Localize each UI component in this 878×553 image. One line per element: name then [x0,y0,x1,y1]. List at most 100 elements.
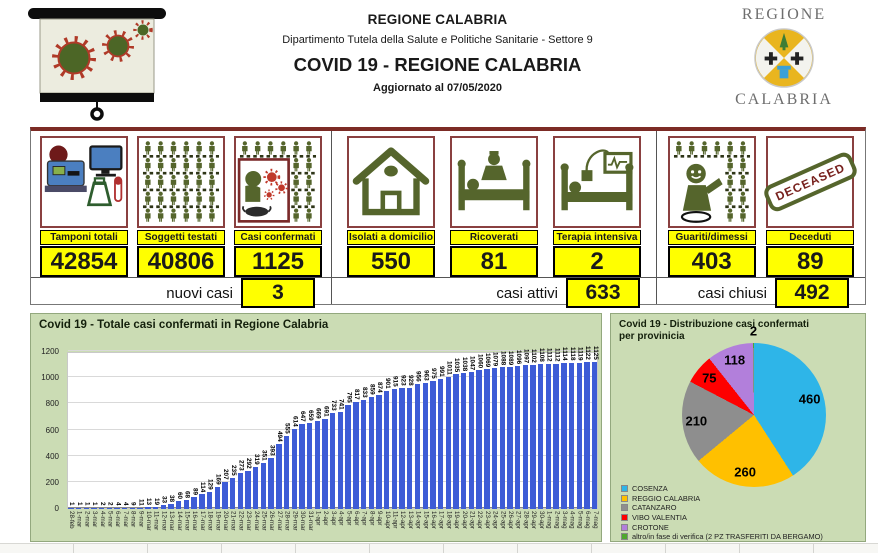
bar [229,478,236,509]
bar-value-label: 859 [368,384,376,395]
summary-label: nuovi casi [166,284,233,302]
bar-column: 351 [260,352,268,509]
legend-label: REGGIO CALABRIA [632,493,701,503]
bar-value-label: 4 [114,502,122,506]
bar [260,463,267,509]
bar-column: 273 [236,352,245,509]
bar-column: 235 [229,352,237,509]
bar-column: 1102 [529,349,537,509]
bar [453,374,459,509]
bar-column: 129 [206,352,214,509]
bar-value-label: 273 [237,460,245,471]
x-tick-label: 24-apr [491,511,499,529]
bar-column: 915 [391,352,399,509]
header-dept: Dipartimento Tutela della Salute e Polit… [282,34,593,46]
bar-value-label: 114 [199,481,206,492]
date-column: 14-apr [414,511,422,531]
bar [491,368,498,509]
bar-column: 1114 [560,347,568,509]
bar [414,384,421,509]
legend-swatch [621,504,628,512]
bar-column: 1047 [468,352,476,509]
date-column: 3-mar [90,511,98,531]
date-column: 18-apr [444,511,452,531]
bar-column: 1108 [537,348,545,509]
bar [91,508,97,509]
bar-column: 669 [314,352,322,509]
bar [484,369,490,509]
bar-value-label: 19 [152,497,160,505]
date-column: 4-mag [568,511,576,531]
stat-card-isolati: Isolati a domicilio 550 [347,136,435,278]
bar-value-label: 963 [422,370,430,381]
bar-value-label: 1119 [576,347,584,361]
bar [299,424,305,509]
legend-label: COSENZA [632,484,668,494]
x-tick-label: 18-mar [206,511,214,531]
bar-value-label: 1114 [561,347,569,361]
date-column: 16-mar [190,511,198,531]
stats-group-closed: Guariti/dimessi 403 DECEASED Deceduti 89… [656,131,865,309]
x-tick-label: 16-mar [191,511,199,531]
stat-card-guariti: Guariti/dimessi 403 [667,136,756,278]
stat-card-soggetti: Soggetti testati 40806 [137,136,225,278]
bar [206,492,213,509]
bar-column: 647 [298,352,306,509]
stats-group-testing: Tamponi totali 42854 [31,131,331,309]
bar [345,405,351,509]
date-column: 6-mar [113,511,121,531]
infected-person-icon [234,136,322,228]
x-tick-label: 7-mar [121,511,129,528]
bar-value-label: 129 [206,479,214,490]
x-tick-label: 24-mar [252,511,260,531]
bar-column: 292 [244,352,252,509]
date-column: 17-mar [198,511,206,531]
x-tick-label: 4-apr [337,511,345,526]
bar-value-label: 60 [175,491,183,499]
x-tick-label: 19-apr [453,511,461,529]
lab-testing-icon [40,136,128,228]
bar-value-label: 1089 [507,350,515,365]
bar-chart-y-axis: 0 200 400 600 800 1000 1200 [31,347,63,513]
date-column: 3-apr [329,511,337,531]
hospital-bed-icon [450,136,538,228]
x-tick-label: 14-mar [175,511,183,531]
bar-chart-panel: Covid 19 - Totale casi confermati in Reg… [30,313,602,542]
x-tick-label: 21-mar [229,511,237,531]
bar [176,501,182,509]
bar-value-label: 1 [83,502,91,506]
bar [291,429,297,509]
bar [391,389,398,509]
bar [122,508,128,509]
x-tick-label: 10-apr [383,511,391,529]
bar-value-label: 235 [229,465,237,476]
x-tick-label: 30-apr [537,511,545,529]
x-tick-label: 17-apr [437,511,445,529]
bar [245,471,251,509]
x-tick-label: 9-apr [376,511,384,526]
bar [422,383,428,509]
date-column: 12-apr [398,511,406,531]
x-tick-label: 28-feb [67,511,75,529]
x-tick-label: 6-apr [352,511,360,526]
bar [468,372,475,509]
bar-value-label: 874 [376,382,384,393]
bar [522,365,529,509]
y-tick-label: 0 [54,504,59,513]
bar-column: 1122 [583,346,591,509]
bar-column: 1069 [483,352,491,509]
x-tick-label: 1-mag [545,511,553,529]
bar-value-label: 1108 [537,348,545,362]
x-tick-label: 25-mar [260,511,268,531]
x-tick-label: 5-mag [576,511,584,529]
date-column: 26-apr [506,511,514,531]
x-tick-label: 30-mar [299,511,307,531]
date-column: 13-apr [406,511,414,531]
date-column: 14-mar [175,511,183,531]
bar-column: 741 [337,352,345,509]
bar-value-label: 555 [283,423,291,434]
bar-value-label: 1011 [445,361,453,375]
bar [499,367,505,509]
bar [514,366,521,509]
date-column: 19-mar [213,511,221,531]
